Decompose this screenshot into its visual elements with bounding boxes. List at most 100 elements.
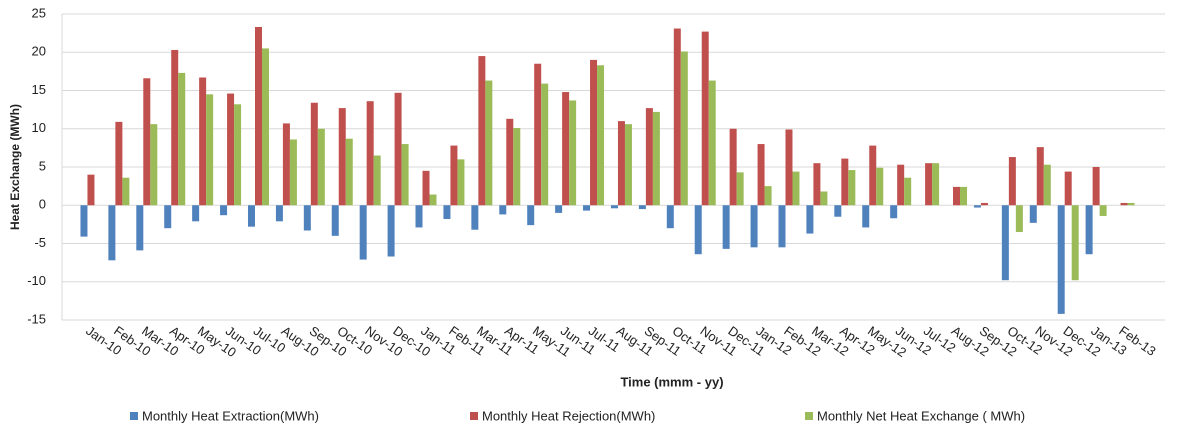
bar bbox=[171, 49, 179, 206]
bar bbox=[485, 80, 493, 206]
bar bbox=[785, 129, 793, 206]
y-tick-label: -10 bbox=[27, 273, 46, 288]
bar bbox=[136, 205, 144, 251]
bar bbox=[199, 77, 207, 206]
bar bbox=[1057, 205, 1065, 314]
bar bbox=[394, 92, 402, 206]
bar bbox=[708, 80, 716, 206]
bar bbox=[234, 104, 242, 206]
y-tick-label: 0 bbox=[39, 197, 46, 212]
y-tick-label: 25 bbox=[32, 5, 46, 20]
bar bbox=[1015, 205, 1023, 233]
legend-swatch bbox=[470, 412, 478, 420]
bar bbox=[261, 48, 269, 206]
bar bbox=[422, 170, 430, 206]
bar bbox=[220, 205, 228, 216]
bar bbox=[862, 205, 870, 228]
bar bbox=[960, 186, 968, 206]
legend-label: Monthly Net Heat Exchange ( MWh) bbox=[817, 408, 1025, 423]
bar bbox=[227, 93, 235, 206]
bar bbox=[527, 205, 535, 226]
bar bbox=[694, 205, 702, 255]
legend-swatch bbox=[805, 412, 813, 420]
bar bbox=[303, 205, 311, 231]
bar bbox=[555, 205, 563, 213]
bar bbox=[1120, 202, 1128, 206]
legend-label: Monthly Heat Rejection(MWh) bbox=[482, 408, 655, 423]
bar bbox=[645, 108, 653, 206]
bar bbox=[513, 127, 521, 206]
y-tick-label: -15 bbox=[27, 311, 46, 326]
bar bbox=[750, 205, 758, 248]
bar bbox=[729, 128, 737, 206]
bar bbox=[953, 186, 961, 206]
bar bbox=[87, 174, 95, 206]
y-tick-label: 20 bbox=[32, 44, 46, 59]
bar bbox=[373, 155, 381, 206]
bar bbox=[80, 205, 88, 237]
bar bbox=[143, 78, 151, 206]
bar bbox=[457, 159, 465, 206]
bar bbox=[897, 164, 905, 206]
bar bbox=[680, 51, 688, 206]
bar bbox=[841, 158, 849, 206]
bar bbox=[478, 56, 486, 206]
bar bbox=[806, 205, 814, 234]
y-tick-label: 5 bbox=[39, 158, 46, 173]
bar bbox=[122, 177, 130, 206]
bar bbox=[275, 205, 283, 222]
bar bbox=[338, 108, 346, 206]
y-tick-label: 10 bbox=[32, 120, 46, 135]
bar bbox=[652, 111, 660, 206]
bar bbox=[925, 163, 933, 206]
bar bbox=[1071, 205, 1079, 281]
bar bbox=[1127, 202, 1135, 206]
bar bbox=[722, 205, 730, 249]
bar bbox=[429, 194, 437, 206]
y-tick-label: -5 bbox=[34, 235, 46, 250]
bar bbox=[638, 205, 646, 210]
bar bbox=[876, 167, 884, 206]
bar bbox=[310, 102, 318, 206]
bar bbox=[1036, 147, 1044, 206]
bar bbox=[331, 205, 339, 236]
bar bbox=[980, 202, 988, 206]
bar bbox=[415, 205, 423, 228]
bar bbox=[150, 124, 158, 206]
bar bbox=[590, 59, 598, 206]
bar bbox=[289, 139, 297, 206]
legend-swatch bbox=[130, 412, 138, 420]
bar bbox=[534, 63, 542, 206]
bar bbox=[701, 31, 709, 206]
bar bbox=[848, 170, 856, 206]
bar bbox=[597, 65, 605, 206]
y-axis-title: Heat Exchange (MWh) bbox=[8, 104, 22, 230]
bar bbox=[736, 172, 744, 206]
bar bbox=[192, 205, 200, 222]
bar bbox=[366, 101, 374, 206]
bar bbox=[610, 205, 618, 209]
bar bbox=[666, 205, 674, 229]
bar bbox=[1085, 205, 1093, 255]
bar bbox=[450, 145, 458, 206]
bar bbox=[1029, 205, 1037, 223]
bar bbox=[792, 171, 800, 206]
bar bbox=[499, 205, 507, 215]
bar bbox=[1043, 164, 1051, 206]
bar bbox=[973, 205, 981, 208]
x-axis-title: Time (mmm - yy) bbox=[620, 374, 723, 389]
bar bbox=[1092, 167, 1100, 206]
bar bbox=[443, 205, 451, 220]
bar bbox=[401, 144, 409, 206]
bar bbox=[778, 205, 786, 248]
bar bbox=[764, 186, 772, 206]
bar bbox=[932, 163, 940, 206]
bar bbox=[254, 27, 262, 206]
bar bbox=[904, 177, 912, 206]
bar bbox=[869, 145, 877, 206]
legend-label: Monthly Heat Extraction(MWh) bbox=[142, 408, 319, 423]
bar bbox=[206, 94, 214, 206]
bar bbox=[673, 28, 681, 206]
bar bbox=[1099, 205, 1107, 216]
bar bbox=[757, 144, 765, 206]
